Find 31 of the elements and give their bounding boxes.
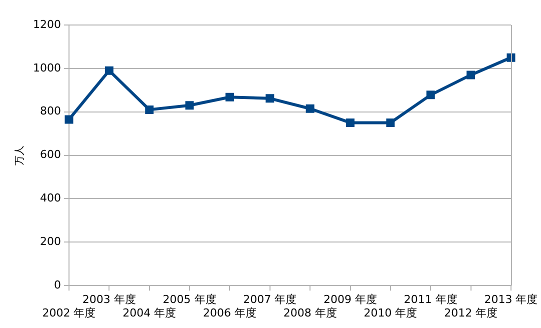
point <box>104 66 114 75</box>
point <box>466 70 476 80</box>
y-axis-title: 万人 <box>14 145 26 166</box>
point <box>266 94 274 103</box>
y-tick-label: 0 <box>54 278 61 292</box>
y-tick-label: 200 <box>40 235 61 248</box>
x-tick-label: 2007 年度 <box>243 293 297 306</box>
x-tick-label: 2013 年度 <box>484 293 538 306</box>
y-tick-label: 400 <box>40 192 61 205</box>
point <box>346 118 355 127</box>
x-tick-label: 2011 年度 <box>404 293 458 306</box>
x-tick-label: 2003 年度 <box>82 293 136 306</box>
x-tick-label: 2004 年度 <box>122 306 176 320</box>
x-tick-label: 2012 年度 <box>444 306 498 320</box>
y-tick-label: 600 <box>40 148 61 162</box>
point <box>306 104 314 113</box>
point <box>185 101 194 110</box>
y-tick-label: 800 <box>40 104 61 118</box>
x-tick-label: 2005 年度 <box>162 293 216 306</box>
y-tick-label: 1200 <box>32 18 61 31</box>
point <box>426 90 435 100</box>
x-tick-label: 2006 年度 <box>202 306 256 320</box>
x-tick-label: 2010 年度 <box>364 306 418 320</box>
point <box>64 115 74 124</box>
point <box>386 118 395 127</box>
point <box>225 92 234 102</box>
x-tick-label: 2008 年度 <box>283 306 337 320</box>
x-tick-label: 2009 年度 <box>324 293 378 306</box>
point <box>145 105 154 114</box>
y-tick-label: 1000 <box>32 61 61 74</box>
x-tick-label: 2002 年度 <box>42 306 96 320</box>
